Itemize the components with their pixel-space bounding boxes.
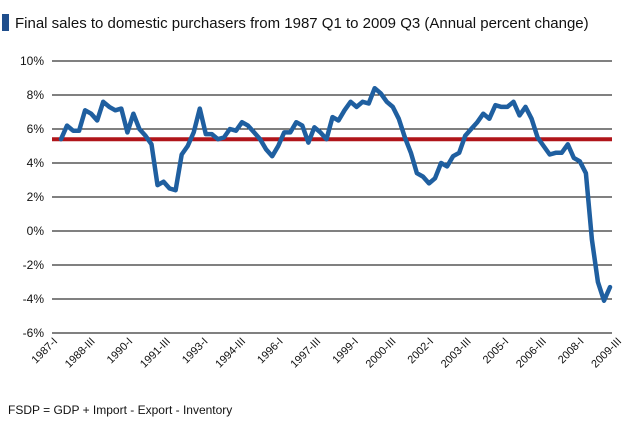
formula-annotation: FSDP = GDP + Import - Export - Inventory xyxy=(8,403,232,417)
x-tick-label: 2008-I xyxy=(556,336,587,367)
x-axis: 1987-I 1988-III 1990-I 1991-III 1993-I 1994-I… xyxy=(30,336,625,371)
x-tick-label: 2000-III xyxy=(364,336,399,371)
y-tick-label: 8% xyxy=(27,88,45,102)
x-tick-label: 1994-III xyxy=(213,336,248,371)
y-tick-label: 6% xyxy=(27,122,45,136)
x-tick-label: 2006-III xyxy=(514,336,549,371)
x-tick-label: 1991-III xyxy=(138,336,173,371)
x-tick-label: 1990-I xyxy=(105,336,136,367)
y-tick-label: 4% xyxy=(27,156,45,170)
x-tick-label: 1987-I xyxy=(30,336,61,367)
x-tick-label: 1996-I xyxy=(255,336,286,367)
x-tick-label: 1988-III xyxy=(63,336,98,371)
x-tick-label: 2005-I xyxy=(481,336,512,367)
series-line xyxy=(58,85,613,303)
y-tick-label: 10% xyxy=(20,54,44,68)
y-tick-label: 2% xyxy=(27,190,45,204)
chart-title: Final sales to domestic purchasers from … xyxy=(15,15,589,32)
x-tick-label: 2002-I xyxy=(406,336,437,367)
data-series xyxy=(58,85,613,303)
x-tick-label: 2009-III xyxy=(589,336,624,371)
y-tick-label: -4% xyxy=(23,292,45,306)
y-axis: 10% 8% 6% 4% 2% 0% -2% -4% -6% xyxy=(20,54,44,340)
y-tick-label: 0% xyxy=(27,224,45,238)
legend-marker xyxy=(2,14,9,31)
y-tick-label: -2% xyxy=(23,258,45,272)
y-tick-label: -6% xyxy=(23,326,45,340)
grid xyxy=(52,60,612,334)
x-tick-label: 2003-III xyxy=(439,336,474,371)
x-tick-label: 1999-I xyxy=(330,336,361,367)
x-tick-label: 1997-III xyxy=(288,336,323,371)
x-tick-label: 1993-I xyxy=(180,336,211,367)
